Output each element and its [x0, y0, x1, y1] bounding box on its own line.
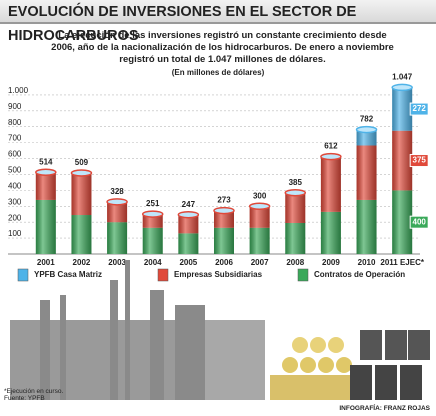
x-tick-label: 2007 — [251, 258, 269, 267]
y-tick-label: 100 — [8, 229, 22, 238]
bar-shade — [107, 222, 128, 254]
total-label: 300 — [253, 191, 267, 200]
value-label-box — [409, 215, 429, 229]
x-tick-label: 2011 EJEC* — [380, 258, 424, 267]
value-label: 375 — [413, 156, 427, 165]
y-tick-label: 800 — [8, 118, 22, 127]
x-tick-label: 2004 — [144, 258, 162, 267]
bar-shade — [392, 130, 413, 191]
bar-shade — [142, 227, 163, 254]
y-tick-label: 900 — [8, 102, 22, 111]
y-tick-label: 1.000 — [8, 86, 29, 95]
legend-label: Empresas Subsidiarias — [174, 270, 263, 279]
y-tick-label: 400 — [8, 181, 22, 190]
bar-shade — [178, 233, 199, 254]
legend-swatch — [17, 268, 29, 282]
bar-shade — [356, 199, 377, 254]
total-label: 612 — [324, 142, 338, 151]
credit: INFOGRAFÍA: FRANZ ROJAS — [339, 405, 430, 412]
x-tick-label: 2002 — [73, 258, 91, 267]
bar-shade — [356, 129, 377, 146]
bar-shade — [214, 227, 234, 254]
y-tick-label: 600 — [8, 150, 22, 159]
x-tick-label: 2005 — [179, 258, 197, 267]
total-label: 509 — [75, 158, 89, 167]
bar-shade — [35, 172, 56, 200]
bar-shade — [320, 211, 341, 254]
y-tick-label: 300 — [8, 197, 22, 206]
total-label: 385 — [289, 178, 303, 187]
x-tick-label: 2008 — [286, 258, 304, 267]
legend-swatch — [157, 268, 169, 282]
bar-cap — [70, 169, 93, 177]
bar-shade — [71, 215, 92, 254]
value-label-box — [409, 154, 429, 168]
chart-title: EVOLUCIÓN DE INVERSIONES EN EL SECTOR DE… — [0, 0, 436, 44]
x-tick-label: 2003 — [108, 258, 126, 267]
value-label: 400 — [413, 217, 427, 226]
bar-shade — [71, 173, 92, 216]
y-tick-label: 700 — [8, 134, 22, 143]
bar-cap — [35, 168, 57, 176]
bar-shade — [249, 206, 270, 228]
bar-shade — [285, 192, 306, 223]
bar-cap — [320, 152, 342, 161]
x-tick-label: 2006 — [215, 258, 233, 267]
bar-shade — [392, 190, 413, 254]
legend-swatch — [297, 268, 309, 282]
bar-shade — [35, 199, 56, 254]
value-label-box — [409, 102, 429, 116]
footnote: *Ejecución en curso. Fuente: YPFB — [4, 388, 64, 402]
bar-shade — [320, 156, 341, 212]
bar-shade — [107, 201, 128, 223]
value-label: 272 — [413, 104, 427, 113]
bar-cap — [391, 83, 413, 92]
legend-label: Contratos de Operación — [314, 270, 405, 279]
illustration — [10, 260, 430, 400]
x-tick-label: 2009 — [322, 258, 340, 267]
y-tick-label: 200 — [8, 213, 22, 222]
bar-cap — [177, 210, 200, 219]
bar-shade — [356, 145, 377, 200]
total-label: 782 — [360, 115, 374, 124]
bar-shade — [214, 210, 234, 228]
bar-cap — [355, 125, 378, 134]
legend-label: YPFB Casa Matriz — [34, 270, 102, 279]
plot: 100 200 300 400 500 600 700 800 900 1.000 514 2001 5… — [8, 73, 429, 282]
unit-note: (En millones de dólares) — [171, 68, 265, 77]
bar-cap — [284, 189, 307, 197]
bar-shade — [285, 222, 306, 254]
x-tick-label: 2001 — [37, 258, 55, 267]
bar-cap — [141, 210, 164, 218]
bar-cap — [248, 202, 271, 211]
y-tick-label: 500 — [8, 166, 22, 175]
total-label: 251 — [146, 199, 160, 208]
total-label: 514 — [39, 157, 53, 166]
bar-shade — [249, 227, 270, 254]
total-label: 247 — [182, 200, 196, 209]
total-label: 1.047 — [392, 73, 413, 82]
subtitle: La ejecución de las inversiones registró… — [51, 30, 394, 65]
bar-cap — [106, 198, 128, 206]
bar-cap — [213, 206, 235, 215]
bar-shade — [178, 214, 199, 234]
x-tick-label: 2010 — [358, 258, 376, 267]
total-label: 328 — [110, 187, 124, 196]
bar-shade — [392, 87, 413, 131]
total-label: 273 — [217, 196, 231, 205]
